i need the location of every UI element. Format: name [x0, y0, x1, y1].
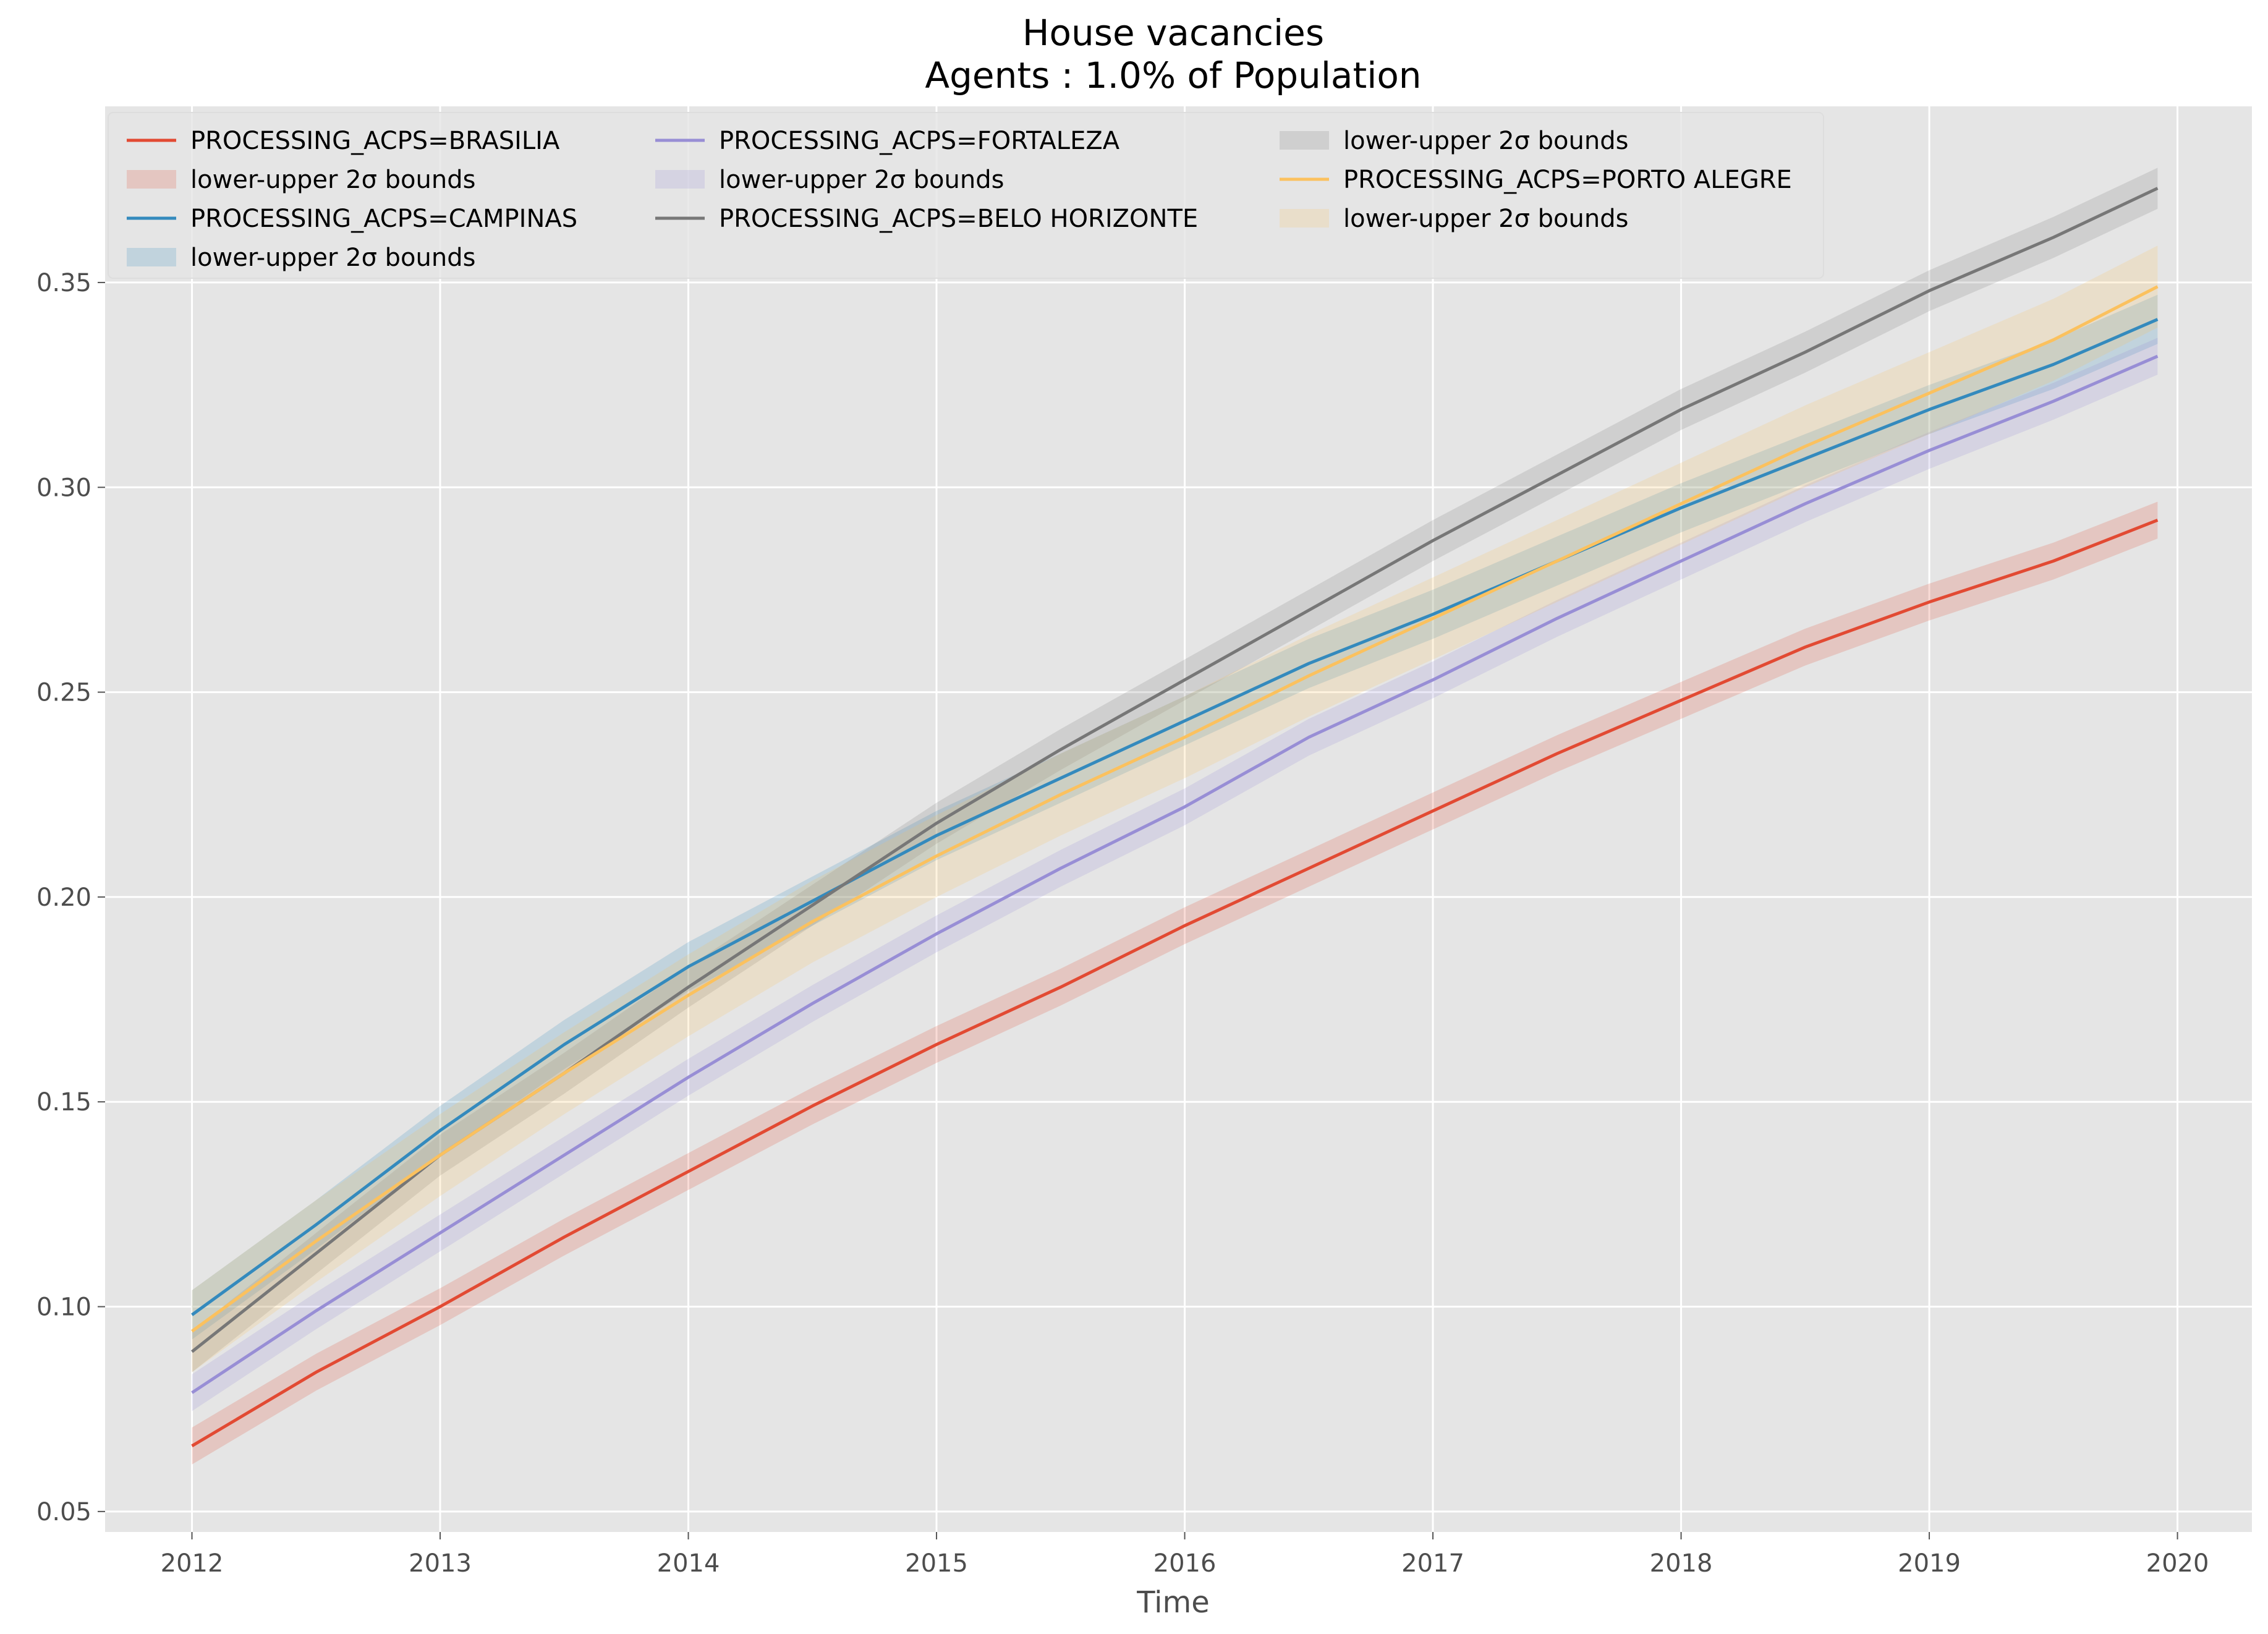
legend-label: lower-upper 2σ bounds	[719, 166, 1004, 194]
legend-label: PROCESSING_ACPS=FORTALEZA	[719, 127, 1120, 155]
x-tick-label: 2016	[1153, 1549, 1217, 1578]
x-axis-label: Time	[1136, 1585, 1209, 1620]
x-axis-ticks: 2012 2013 2014 2015 2016 2017 2018 2019 2020	[161, 1532, 2209, 1578]
y-axis-ticks: 0.05 0.10 0.15 0.20 0.25 0.30 0.35	[36, 269, 105, 1526]
y-tick-label: 0.25	[36, 679, 91, 707]
series-line	[191, 285, 2159, 1333]
legend-label: lower-upper 2σ bounds	[190, 166, 475, 194]
series-line	[191, 518, 2159, 1447]
confidence-band	[192, 338, 2158, 1411]
legend: PROCESSING_ACPS=BRASILIA lower-upper 2σ b…	[108, 112, 1824, 279]
x-tick-label: 2017	[1401, 1549, 1464, 1578]
legend-label: lower-upper 2σ bounds	[1343, 127, 1628, 155]
legend-label: PROCESSING_ACPS=CAMPINAS	[190, 205, 577, 233]
y-tick-label: 0.30	[36, 474, 91, 502]
x-tick-label: 2019	[1898, 1549, 1961, 1578]
legend-band-swatch	[655, 170, 705, 189]
series-line	[191, 354, 2159, 1394]
x-tick-label: 2015	[905, 1549, 968, 1578]
y-tick-label: 0.20	[36, 883, 91, 912]
x-tick-label: 2012	[161, 1549, 224, 1578]
legend-band-swatch	[127, 170, 176, 189]
x-tick-label: 2013	[409, 1549, 472, 1578]
confidence-band	[192, 245, 2158, 1372]
legend-label: PROCESSING_ACPS=PORTO ALEGRE	[1343, 166, 1792, 194]
legend-label: lower-upper 2σ bounds	[190, 244, 475, 272]
legend-band-swatch	[1280, 209, 1329, 228]
series-line	[191, 318, 2159, 1316]
chart-title: House vacancies	[1022, 12, 1324, 54]
x-tick-label: 2014	[657, 1549, 720, 1578]
y-tick-label: 0.10	[36, 1293, 91, 1322]
series-lines	[190, 187, 2159, 1447]
x-tick-label: 2020	[2146, 1549, 2209, 1578]
legend-label: PROCESSING_ACPS=BRASILIA	[190, 127, 560, 155]
legend-band-swatch	[1280, 131, 1329, 150]
y-tick-label: 0.15	[36, 1088, 91, 1117]
legend-frame	[108, 112, 1824, 279]
grid-lines	[105, 106, 2252, 1532]
chart-subtitle: Agents : 1.0% of Population	[925, 54, 1421, 96]
confidence-band	[192, 501, 2158, 1465]
y-tick-label: 0.35	[36, 269, 91, 297]
legend-label: PROCESSING_ACPS=BELO HORIZONTE	[719, 205, 1198, 233]
confidence-band	[192, 168, 2158, 1372]
x-tick-label: 2018	[1650, 1549, 1713, 1578]
y-tick-label: 0.05	[36, 1498, 91, 1526]
legend-band-swatch	[127, 248, 176, 266]
legend-label: lower-upper 2σ bounds	[1343, 205, 1628, 233]
